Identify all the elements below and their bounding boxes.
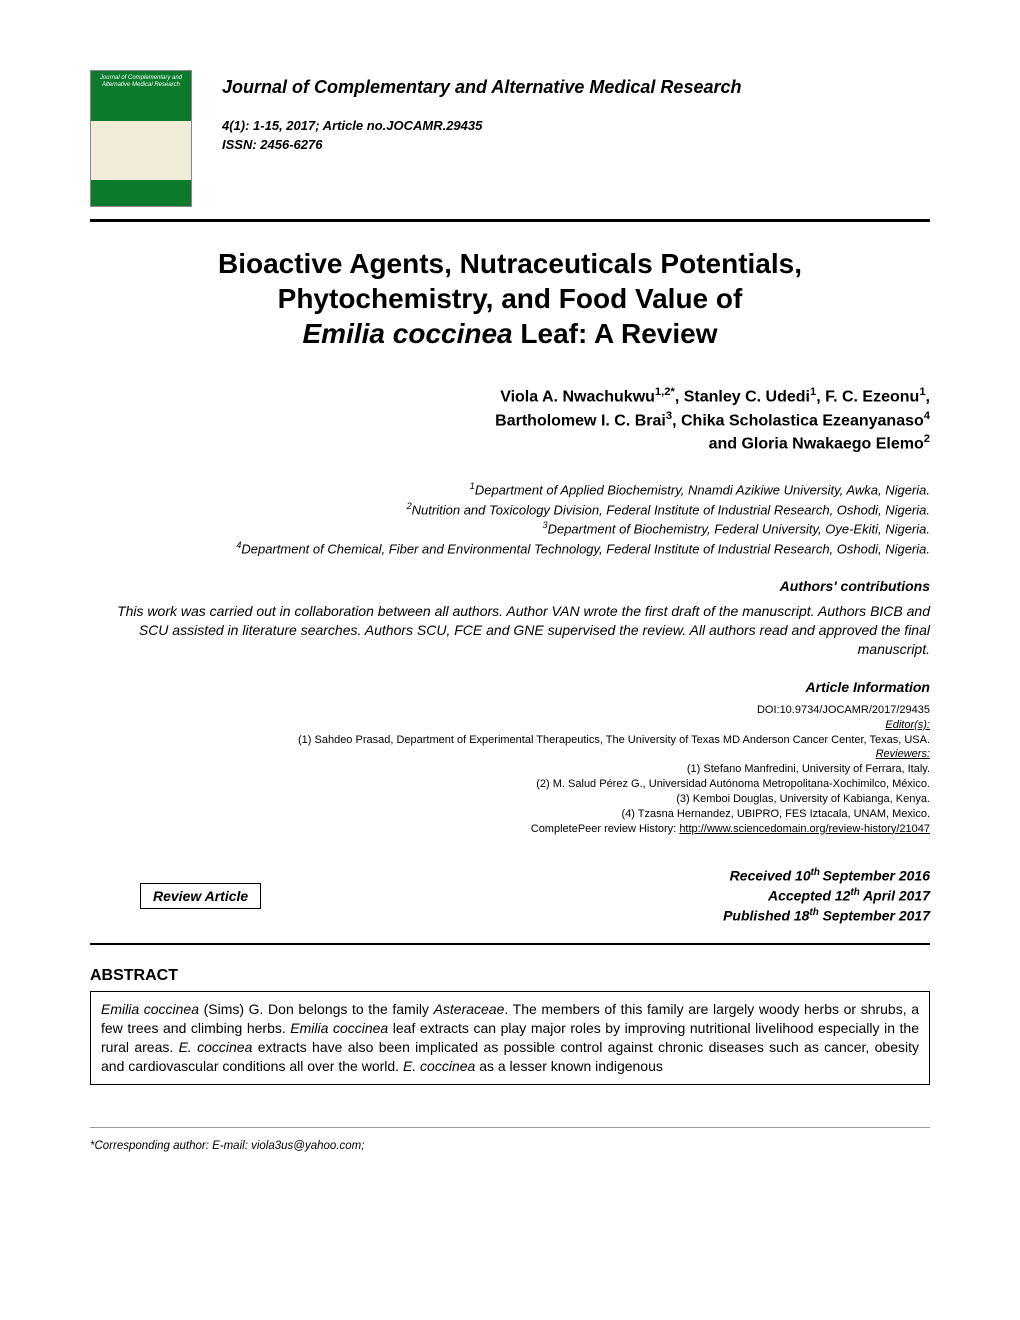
reviewer-item: (4) Tzasna Hernandez, UBIPRO, FES Iztaca… [90, 807, 930, 822]
editors-list: (1) Sahdeo Prasad, Department of Experim… [90, 733, 930, 748]
reviewer-item: (1) Stefano Manfredini, University of Fe… [90, 762, 930, 777]
journal-cover-thumbnail: Journal of Complementary and Alternative… [90, 70, 192, 207]
authors-contrib-heading: Authors' contributions [90, 578, 930, 594]
peer-review-history: CompletePeer review History: http://www.… [90, 822, 930, 837]
cover-bottom-band [91, 180, 191, 206]
doi-line: DOI:10.9734/JOCAMR/2017/29435 [90, 703, 930, 718]
authors-contrib-text: This work was carried out in collaborati… [90, 602, 930, 659]
title-line3-rest: Leaf: A Review [513, 318, 718, 349]
article-info-block: DOI:10.9734/JOCAMR/2017/29435 Editor(s):… [90, 703, 930, 837]
history-link[interactable]: http://www.sciencedomain.org/review-hist… [679, 823, 930, 835]
article-info-heading: Article Information [90, 679, 930, 695]
divider-top [90, 219, 930, 222]
journal-title: Journal of Complementary and Alternative… [222, 76, 930, 99]
corresponding-author-footer: *Corresponding author: E-mail: viola3us@… [90, 1140, 930, 1152]
article-title: Bioactive Agents, Nutraceuticals Potenti… [110, 246, 910, 351]
journal-issue-line: 4(1): 1-15, 2017; Article no.JOCAMR.2943… [222, 117, 930, 135]
abstract-heading: ABSTRACT [90, 967, 930, 985]
title-species: Emilia coccinea [303, 318, 513, 349]
reviewer-item: (2) M. Salud Pérez G., Universidad Autón… [90, 777, 930, 792]
affiliations: 1Department of Applied Biochemistry, Nna… [90, 480, 930, 558]
article-type-box: Review Article [140, 883, 261, 909]
journal-issn-line: ISSN: 2456-6276 [222, 136, 930, 154]
reviewer-item: (3) Kemboi Douglas, University of Kabian… [90, 792, 930, 807]
reviewers-label: Reviewers: [90, 747, 930, 762]
divider-mid [90, 943, 930, 945]
editors-label: Editor(s): [90, 718, 930, 733]
author-list: Viola A. Nwachukwu1,2*, Stanley C. Udedi… [90, 385, 930, 456]
footer-divider [90, 1127, 930, 1128]
journal-meta: Journal of Complementary and Alternative… [222, 70, 930, 154]
history-label: CompletePeer review History: [531, 823, 680, 835]
title-line1: Bioactive Agents, Nutraceuticals Potenti… [218, 248, 802, 279]
header-row: Journal of Complementary and Alternative… [90, 70, 930, 207]
cover-top-band: Journal of Complementary and Alternative… [91, 71, 191, 121]
dates-row: Review Article Received 10th September 2… [90, 866, 930, 925]
title-line2: Phytochemistry, and Food Value of [278, 283, 743, 314]
dates-block: Received 10th September 2016Accepted 12t… [261, 866, 930, 925]
abstract-box: Emilia coccinea (Sims) G. Don belongs to… [90, 991, 930, 1085]
